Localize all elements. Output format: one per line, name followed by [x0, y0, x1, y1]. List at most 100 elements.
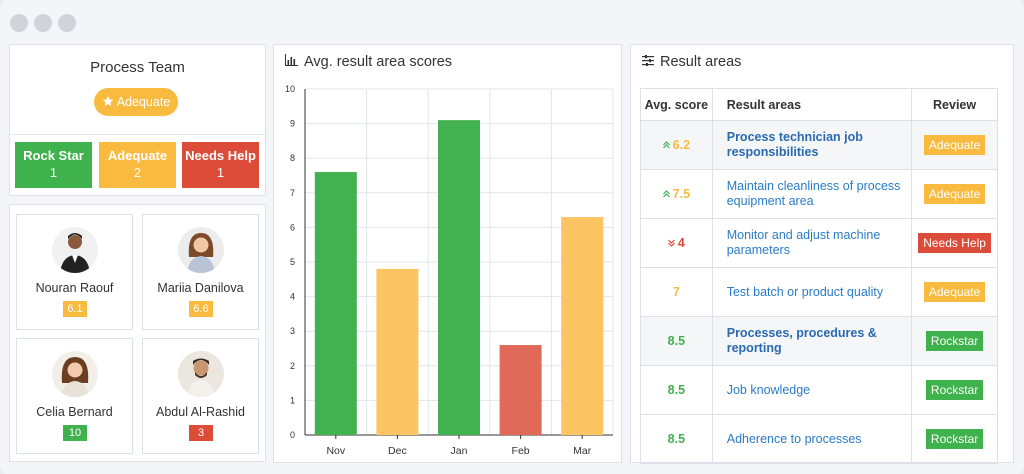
- review-badge[interactable]: Rockstar: [925, 380, 984, 400]
- member-name: Mariia Danilova: [157, 281, 244, 295]
- status-rock-star[interactable]: Rock Star 1: [15, 142, 92, 188]
- score-cell: 8.5: [640, 365, 713, 415]
- avg-score-value: 8.5: [667, 334, 686, 348]
- team-rating-label: Adequate: [116, 95, 171, 109]
- team-rating-badge: Adequate: [94, 88, 178, 116]
- member-name: Celia Bernard: [36, 405, 113, 419]
- avatar: [178, 227, 224, 273]
- result-area-link[interactable]: Maintain cleanliness of process equipmen…: [711, 169, 913, 219]
- avg-score-value: 7: [672, 285, 680, 299]
- status-label: Needs Help: [185, 148, 256, 163]
- y-tick-label: 8: [290, 153, 295, 163]
- result-areas-title: Result areas: [642, 54, 741, 70]
- avg-score-value: 7.5: [672, 187, 691, 201]
- bar-chart: 0 1 2 3 4 5 6 7 8 9 10 Nov Dec Jan Feb Mar: [285, 84, 614, 457]
- chevron-double-up-icon: [662, 141, 670, 151]
- x-tick-label: Feb: [512, 445, 530, 457]
- column-header-area[interactable]: Result areas: [711, 88, 913, 121]
- chevron-double-up-icon: [662, 190, 670, 200]
- member-card[interactable]: Celia Bernard 10: [16, 338, 133, 454]
- member-card[interactable]: Nouran Raouf 6.1: [16, 214, 133, 330]
- review-cell: Rockstar: [911, 316, 998, 366]
- result-area-link[interactable]: Test batch or product quality: [711, 267, 913, 317]
- avg-score-value: 6.2: [672, 138, 691, 152]
- team-summary-panel: Process Team Adequate Rock Star 1 Adequa…: [9, 44, 266, 196]
- avatar: [52, 351, 98, 397]
- status-label: Rock Star: [23, 148, 84, 163]
- review-cell: Adequate: [911, 120, 998, 170]
- chart-bar: [561, 217, 604, 435]
- member-card[interactable]: Mariia Danilova 6.6: [142, 214, 259, 330]
- team-members-panel: Nouran Raouf 6.1 Mariia Danilova 6.6: [9, 204, 266, 462]
- chart-panel-title: Avg. result area scores: [285, 54, 452, 70]
- score-cell: 7: [640, 267, 713, 317]
- result-area-link[interactable]: Process technician job responsibilities: [711, 120, 913, 170]
- star-icon: [102, 95, 114, 110]
- score-cell: 4: [640, 218, 713, 268]
- score-cell: 6.2: [640, 120, 713, 170]
- chart-bar: [438, 120, 480, 435]
- review-cell: Adequate: [911, 169, 998, 219]
- chevron-double-down-icon: [667, 239, 675, 249]
- status-count: 1: [216, 165, 225, 180]
- status-adequate[interactable]: Adequate 2: [99, 142, 176, 188]
- status-count: 2: [133, 165, 142, 180]
- y-tick-label: 7: [290, 188, 295, 198]
- chart-title: Avg. result area scores: [304, 54, 453, 70]
- divider: [10, 134, 265, 135]
- x-tick-label: Mar: [573, 445, 592, 457]
- window-dot-minimize[interactable]: [34, 14, 52, 32]
- review-badge[interactable]: Adequate: [923, 282, 986, 302]
- review-badge[interactable]: Adequate: [923, 135, 986, 155]
- avg-score-value: 8.5: [667, 432, 686, 446]
- review-badge[interactable]: Adequate: [923, 184, 986, 204]
- result-area-link[interactable]: Job knowledge: [711, 365, 913, 415]
- table-row[interactable]: 7 Test batch or product quality Adequate: [640, 267, 998, 317]
- review-badge[interactable]: Needs Help: [918, 233, 991, 253]
- table-row[interactable]: 4 Monitor and adjust machine parameters Ne…: [640, 218, 998, 268]
- x-tick-label: Dec: [388, 445, 407, 457]
- table-row[interactable]: 8.5 Processes, procedures & reporting Rock…: [640, 316, 998, 366]
- column-header-review[interactable]: Review: [911, 88, 998, 121]
- table-row[interactable]: 6.2 Process technician job responsibiliti…: [640, 120, 998, 170]
- score-cell: 8.5: [640, 414, 713, 464]
- avg-score-value: 4: [677, 236, 685, 250]
- chart-bar: [499, 345, 542, 435]
- window-dot-close[interactable]: [10, 14, 28, 32]
- member-name: Nouran Raouf: [35, 281, 114, 295]
- column-header-score[interactable]: Avg. score: [640, 88, 713, 121]
- member-card[interactable]: Abdul Al-Rashid 3: [142, 338, 259, 454]
- member-name: Abdul Al-Rashid: [156, 405, 245, 419]
- chart-bar: [314, 172, 357, 435]
- result-area-link[interactable]: Adherence to processes: [711, 414, 913, 464]
- member-score-badge: 3: [189, 425, 213, 441]
- result-area-link[interactable]: Monitor and adjust machine parameters: [711, 218, 913, 268]
- table-header-row: Avg. score Result areas Review: [640, 88, 998, 121]
- table-row[interactable]: 8.5 Job knowledge Rockstar: [640, 365, 998, 415]
- chart-bar: [376, 268, 419, 435]
- review-badge[interactable]: Rockstar: [925, 429, 984, 449]
- status-count: 1: [49, 165, 58, 180]
- y-tick-label: 0: [290, 430, 295, 440]
- result-areas-panel: Result areas Avg. score Result areas Rev…: [630, 44, 1014, 464]
- review-badge[interactable]: Rockstar: [925, 331, 984, 351]
- y-tick-label: 5: [290, 257, 295, 267]
- status-needs-help[interactable]: Needs Help 1: [182, 142, 259, 188]
- review-cell: Needs Help: [911, 218, 998, 268]
- avatar: [52, 227, 98, 273]
- window-dot-maximize[interactable]: [58, 14, 76, 32]
- review-cell: Rockstar: [911, 365, 998, 415]
- result-areas-heading: Result areas: [660, 54, 742, 70]
- chart-panel: Avg. result area scores 0 1 2 3 4 5 6 7 8 9 10 Nov D…: [273, 44, 622, 463]
- result-area-link[interactable]: Processes, procedures & reporting: [711, 316, 913, 366]
- sliders-icon: [642, 54, 654, 70]
- table-row[interactable]: 8.5 Adherence to processes Rockstar: [640, 414, 998, 464]
- avatar: [178, 351, 224, 397]
- x-tick-label: Nov: [326, 445, 345, 457]
- bar-chart-icon: [285, 54, 298, 70]
- y-tick-label: 1: [290, 395, 295, 405]
- y-tick-label: 10: [285, 84, 295, 94]
- table-row[interactable]: 7.5 Maintain cleanliness of process equip…: [640, 169, 998, 219]
- x-tick-label: Jan: [451, 445, 468, 457]
